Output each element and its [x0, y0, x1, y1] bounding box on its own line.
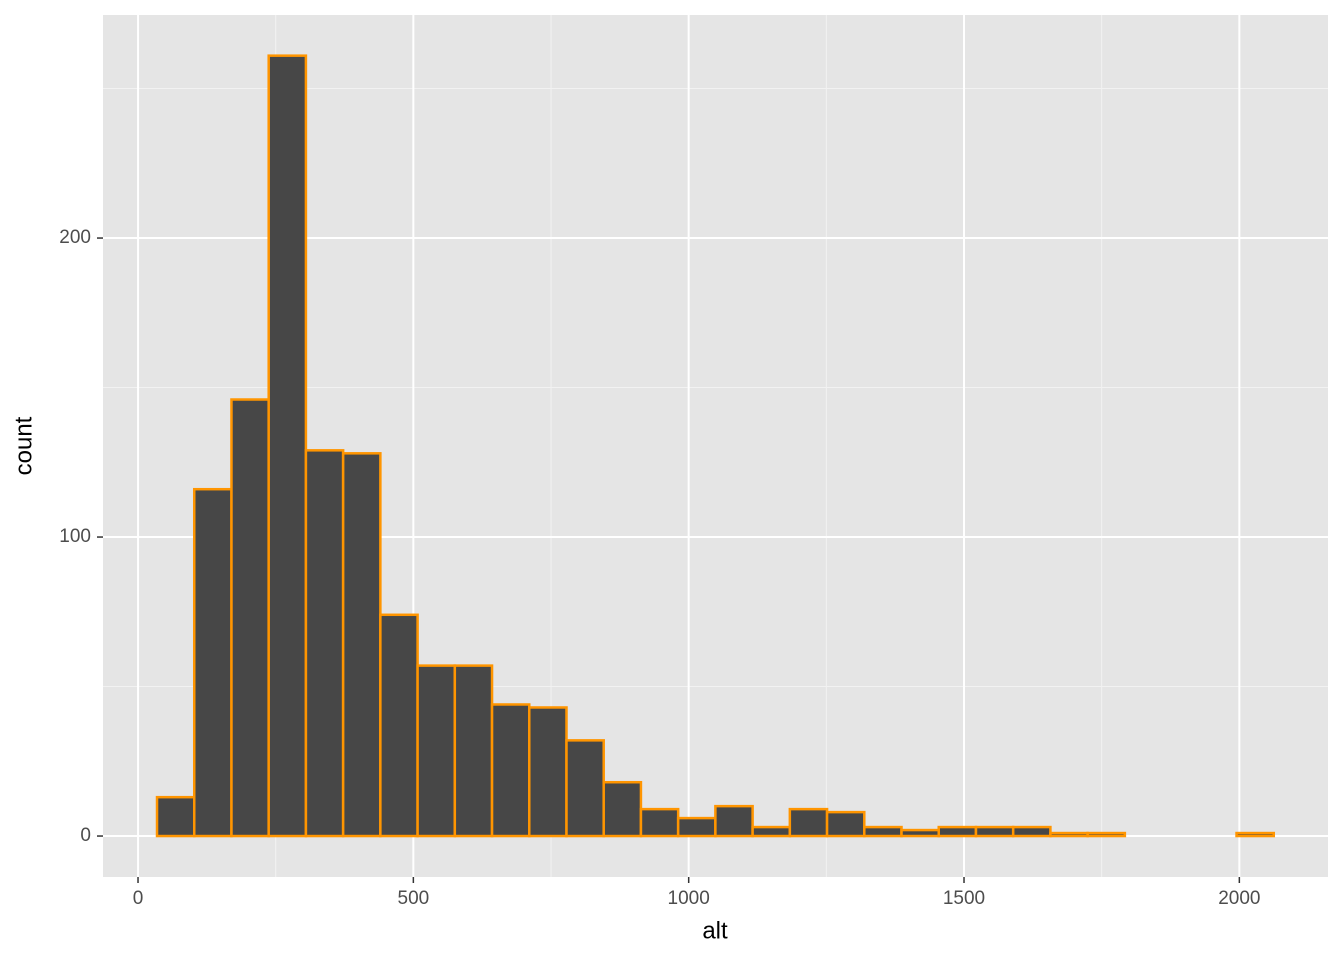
y-tick-label: 100	[59, 526, 91, 547]
x-tick-label: 0	[133, 888, 144, 909]
bar	[230, 398, 270, 838]
bar	[676, 816, 717, 838]
bar	[751, 825, 792, 838]
bar	[192, 487, 233, 838]
bar	[1235, 831, 1276, 838]
bar	[937, 825, 978, 838]
bar	[863, 825, 903, 838]
bar	[639, 807, 680, 838]
bar	[900, 828, 940, 838]
bar	[416, 664, 457, 838]
bar	[974, 825, 1015, 838]
x-axis-title: alt	[702, 917, 728, 944]
bar	[528, 706, 568, 838]
y-axis-title: count	[10, 416, 37, 475]
bar	[1011, 825, 1052, 838]
bar	[602, 780, 643, 838]
y-tick-label: 0	[80, 825, 91, 846]
bar	[1049, 831, 1089, 838]
bar	[565, 739, 605, 838]
y-tick-label: 200	[59, 227, 91, 248]
bar	[490, 703, 531, 838]
bar	[453, 664, 494, 838]
bar	[304, 449, 345, 838]
x-tick-label: 1500	[943, 888, 985, 909]
bar	[825, 810, 866, 838]
bar	[155, 795, 196, 838]
bar	[788, 807, 829, 838]
bar	[267, 54, 308, 838]
bar	[1086, 831, 1127, 838]
x-tick-label: 500	[398, 888, 430, 909]
bar	[714, 804, 754, 838]
bar	[341, 452, 382, 838]
x-tick-label: 2000	[1218, 888, 1260, 909]
bar	[379, 613, 419, 838]
x-tick-label: 1000	[668, 888, 710, 909]
